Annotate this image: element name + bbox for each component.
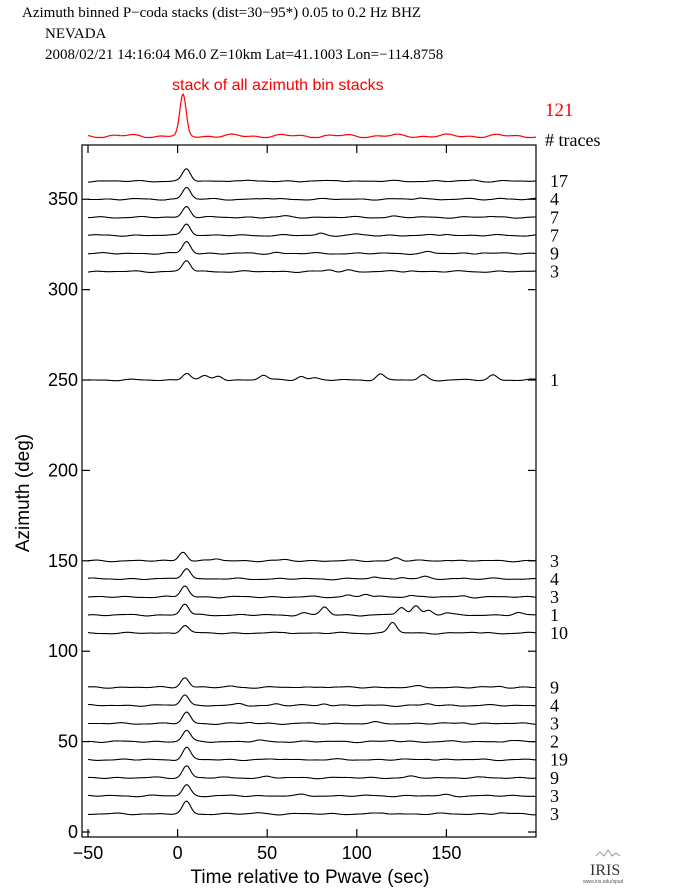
azimuth-trace [88, 694, 536, 707]
azimuth-trace [88, 585, 537, 599]
y-tick-label: 250 [48, 370, 78, 390]
traces-header: # traces [545, 130, 600, 150]
x-tick-label: 0 [173, 843, 183, 863]
x-tick-label: 100 [342, 843, 372, 863]
y-tick-label: 0 [68, 822, 78, 842]
trace-count-label: 9 [550, 243, 559, 263]
trace-count-label: 3 [550, 587, 559, 607]
azimuth-trace [88, 729, 537, 744]
x-tick-label: 50 [257, 843, 277, 863]
iris-logo-url: www.iris.edu/spud [583, 879, 624, 885]
azimuth-trace [87, 603, 537, 617]
trace-count-label: 10 [550, 623, 568, 643]
iris-logo: IRIS www.iris.edu/spud [583, 849, 624, 885]
trace-count-label: 19 [550, 750, 568, 770]
azimuth-trace [87, 784, 536, 798]
x-tick-label: 150 [431, 843, 461, 863]
y-tick-label: 200 [48, 460, 78, 480]
region-label: NEVADA [45, 26, 107, 42]
y-tick-label: 150 [48, 551, 78, 571]
y-tick-label: 100 [48, 641, 78, 661]
azimuth-trace [88, 240, 536, 255]
azimuth-trace [88, 551, 536, 563]
azimuth-trace [87, 223, 537, 237]
trace-count-label: 3 [550, 551, 559, 571]
trace-count-label: 9 [550, 768, 559, 788]
azimuth-trace [87, 800, 536, 816]
stack-trace [87, 92, 537, 139]
stack-label: stack of all azimuth bin stacks [172, 77, 384, 94]
azimuth-trace [88, 711, 537, 725]
iris-logo-text: IRIS [590, 862, 620, 879]
trace-count-label: 7 [550, 207, 559, 227]
azimuth-trace [88, 677, 536, 689]
plot-frame [81, 144, 537, 838]
azimuth-trace [88, 765, 537, 780]
trace-count-label: 7 [550, 225, 559, 245]
azimuth-trace [87, 746, 537, 762]
x-axis-label: Time relative to Pwave (sec) [191, 867, 430, 888]
trace-count-label: 4 [550, 189, 559, 209]
azimuth-trace [88, 206, 537, 219]
trace-count-label: 3 [550, 714, 559, 734]
trace-count-label: 9 [550, 677, 559, 697]
azimuth-trace [88, 372, 537, 382]
y-tick-label: 50 [58, 732, 78, 752]
trace-count-label: 3 [550, 804, 559, 824]
azimuth-trace [87, 568, 536, 581]
x-tick-label: −50 [73, 843, 104, 863]
iris-logo-mark [595, 849, 621, 857]
y-axis-label: Azimuth (deg) [13, 434, 34, 552]
azimuth-trace [88, 168, 537, 183]
y-tick-label: 300 [48, 280, 78, 300]
chart-title: Azimuth binned P−coda stacks (dist=30−95… [22, 5, 421, 21]
azimuth-trace [88, 186, 536, 201]
stack-count: 121 [545, 100, 574, 121]
trace-count-label: 4 [550, 569, 559, 589]
trace-count-label: 2 [550, 732, 559, 752]
trace-count-label: 4 [550, 695, 559, 715]
azimuth-trace [87, 260, 536, 273]
trace-count-label: 1 [550, 370, 559, 390]
trace-count-label: 1 [550, 605, 559, 625]
trace-count-label: 17 [550, 171, 568, 191]
azimuth-trace [87, 621, 537, 635]
event-info: 2008/02/21 14:16:04 M6.0 Z=10km Lat=41.1… [45, 47, 443, 63]
y-tick-label: 350 [48, 189, 78, 209]
trace-count-label: 3 [550, 262, 559, 282]
trace-count-label: 3 [550, 786, 559, 806]
